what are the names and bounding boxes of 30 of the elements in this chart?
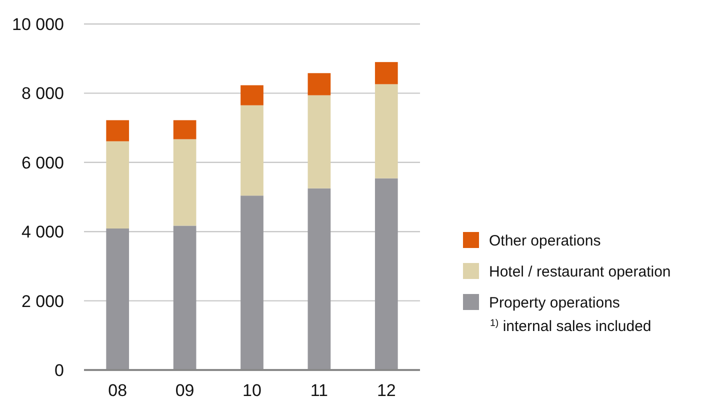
y-tick-label: 10 000 — [12, 14, 64, 34]
x-tick-label: 09 — [175, 381, 194, 400]
bar — [308, 188, 331, 370]
y-tick-label: 0 — [54, 360, 64, 380]
y-tick-label: 6 000 — [21, 153, 64, 172]
legend-label: Property operations — [489, 294, 620, 312]
bar — [240, 85, 264, 106]
bar — [240, 105, 264, 196]
y-tick-label: 4 000 — [21, 222, 64, 242]
bar — [173, 226, 196, 370]
bar — [308, 73, 331, 96]
bar — [374, 178, 398, 370]
legend-label: Hotel / restaurant operation — [489, 263, 671, 280]
y-tick-label: 2 000 — [21, 292, 64, 311]
text: $^{1)}$ internal sales included — [490, 318, 652, 335]
bar — [308, 95, 331, 188]
x-tick-label: 10 — [242, 381, 262, 400]
x-tick-label: 11 — [310, 381, 328, 400]
x-tick-label: 12 — [376, 381, 396, 400]
bar — [173, 120, 196, 140]
bar — [106, 228, 130, 370]
bar — [374, 84, 398, 178]
x-tick-label: 08 — [108, 381, 128, 400]
bar — [240, 196, 264, 370]
bar — [106, 120, 130, 142]
bar — [173, 139, 196, 226]
y-tick-label: 8 000 — [21, 84, 64, 104]
bar — [374, 62, 398, 84]
bar — [106, 141, 130, 228]
legend-label: Other operations — [489, 232, 601, 250]
